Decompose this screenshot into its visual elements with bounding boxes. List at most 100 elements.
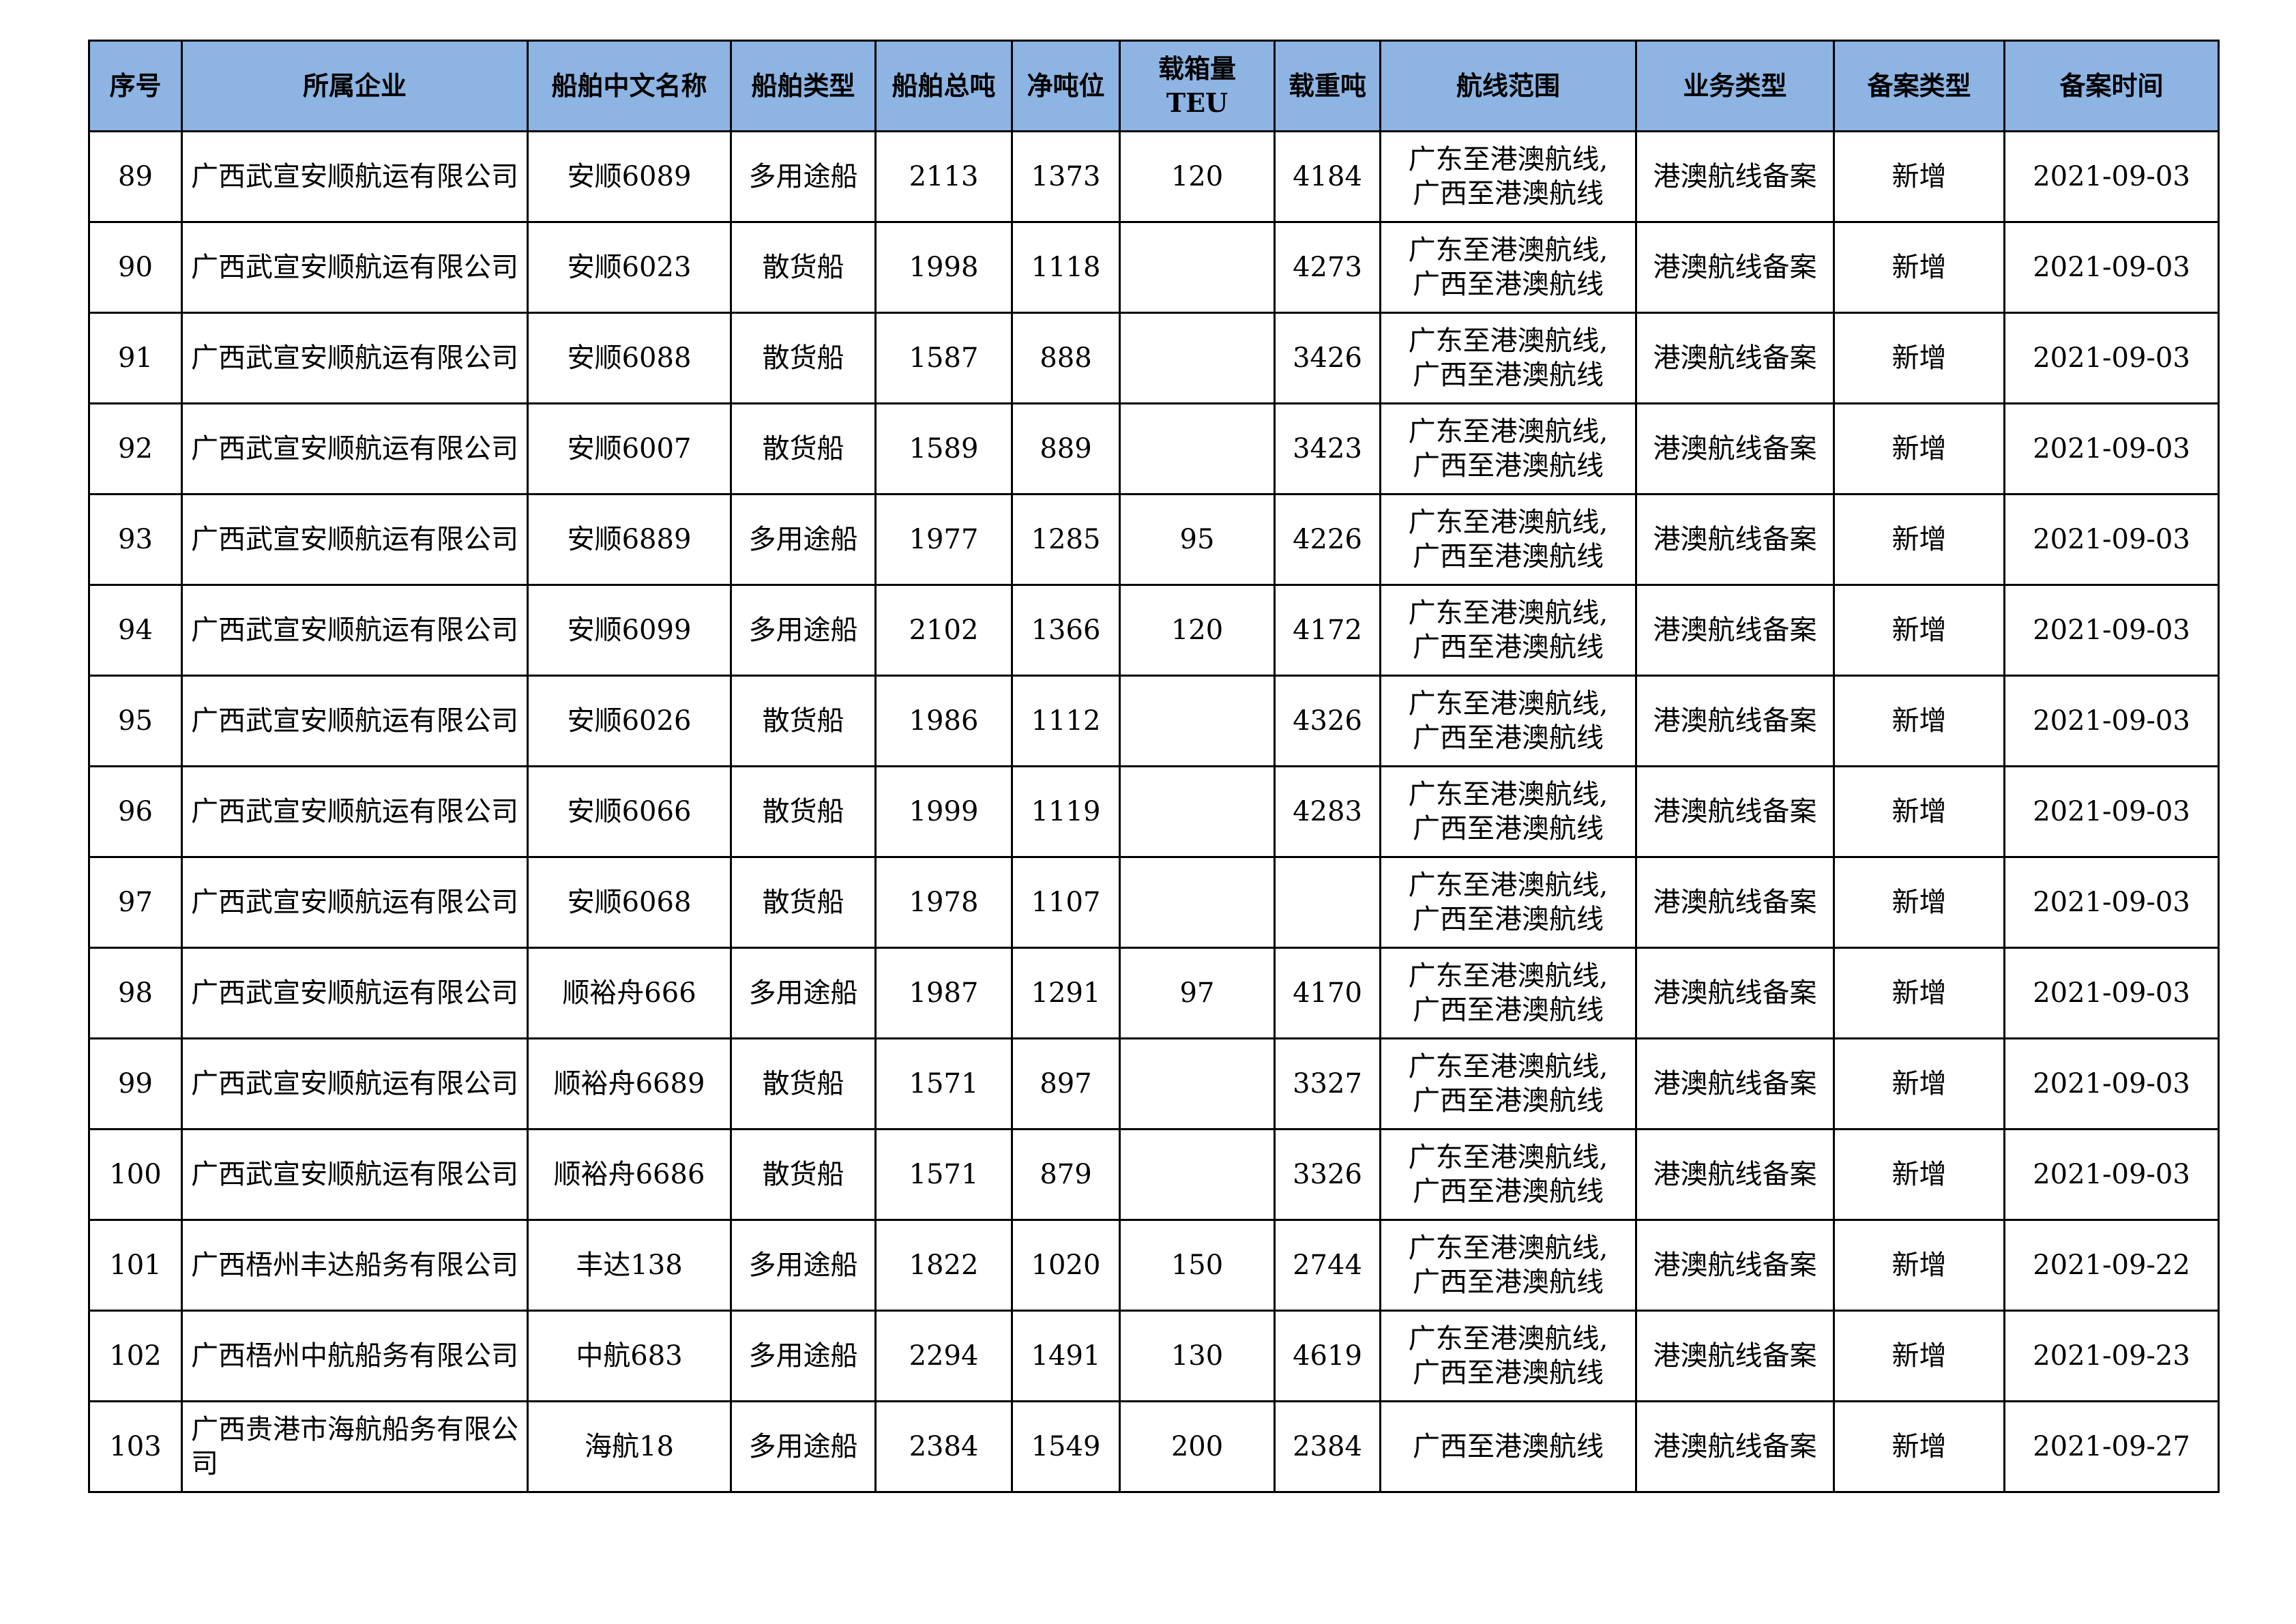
table-cell: 1987 — [874, 947, 1013, 1039]
table-cell: 3327 — [1274, 1037, 1381, 1130]
table-cell: 2021-09-03 — [2003, 493, 2220, 586]
header-cell: 序号 — [88, 40, 183, 132]
table-cell: 1020 — [1011, 1219, 1121, 1312]
table-cell: 中航683 — [527, 1310, 732, 1402]
table-cell: 889 — [1011, 402, 1121, 495]
table-row: 89 广西武宣安顺航运有限公司 安顺6089 多用途船 2113 1373 120 4184 广… — [88, 130, 2220, 223]
table-cell: 散货船 — [730, 402, 877, 495]
table-cell: 广西武宣安顺航运有限公司 — [181, 1037, 529, 1130]
header-cell: 备案时间 — [2003, 40, 2220, 132]
table-cell: 港澳航线备案 — [1635, 130, 1835, 223]
table-cell: 广西武宣安顺航运有限公司 — [181, 765, 529, 858]
table-cell: 3426 — [1274, 312, 1381, 404]
table-cell: 4170 — [1274, 947, 1381, 1039]
table-cell: 顺裕舟6686 — [527, 1128, 732, 1221]
table-cell: 散货船 — [730, 1128, 877, 1221]
table-cell: 95 — [88, 675, 183, 767]
table-row: 94 广西武宣安顺航运有限公司 安顺6099 多用途船 2102 1366 120 4172 广… — [88, 584, 2220, 677]
table-cell: 港澳航线备案 — [1635, 221, 1835, 314]
table-cell: 多用途船 — [730, 1310, 877, 1402]
table-row: 91 广西武宣安顺航运有限公司 安顺6088 散货船 1587 888 3426 广东至港澳航… — [88, 312, 2220, 404]
table-cell: 97 — [88, 856, 183, 949]
header-cell: 船舶总吨 — [874, 40, 1013, 132]
table-cell: 广西武宣安顺航运有限公司 — [181, 584, 529, 677]
table-cell: 港澳航线备案 — [1635, 1310, 1835, 1402]
header-cell: 载重吨 — [1274, 40, 1381, 132]
table-cell: 广西武宣安顺航运有限公司 — [181, 402, 529, 495]
header-row: 序号 所属企业 船舶中文名称 船舶类型 船舶总吨 净吨位 载箱量TEU 载重吨 航线范围 业务类型… — [88, 40, 2220, 132]
header-cell: 航线范围 — [1379, 40, 1637, 132]
table-cell: 2384 — [874, 1400, 1013, 1493]
table-cell: 1822 — [874, 1219, 1013, 1312]
table-cell: 安顺6066 — [527, 765, 732, 858]
table-cell: 1112 — [1011, 675, 1121, 767]
table-cell: 2021-09-03 — [2003, 947, 2220, 1039]
table-cell: 广西武宣安顺航运有限公司 — [181, 312, 529, 404]
table-cell: 1118 — [1011, 221, 1121, 314]
table-cell: 1373 — [1011, 130, 1121, 223]
table-cell: 新增 — [1833, 1400, 2005, 1493]
table-row: 96 广西武宣安顺航运有限公司 安顺6066 散货船 1999 1119 4283 广东至港澳… — [88, 765, 2220, 858]
table-cell: 1999 — [874, 765, 1013, 858]
table-cell: 1291 — [1011, 947, 1121, 1039]
table-cell: 1589 — [874, 402, 1013, 495]
table-row: 92 广西武宣安顺航运有限公司 安顺6007 散货船 1589 889 3423 广东至港澳航… — [88, 402, 2220, 495]
table-cell: 150 — [1119, 1219, 1276, 1312]
table-cell: 897 — [1011, 1037, 1121, 1130]
table-cell: 新增 — [1833, 947, 2005, 1039]
table-cell: 港澳航线备案 — [1635, 1128, 1835, 1221]
table-cell: 安顺6023 — [527, 221, 732, 314]
table-cell: 多用途船 — [730, 1219, 877, 1312]
table-cell: 安顺6088 — [527, 312, 732, 404]
table-cell: 1366 — [1011, 584, 1121, 677]
table-cell: 93 — [88, 493, 183, 586]
table-cell: 广西梧州中航船务有限公司 — [181, 1310, 529, 1402]
table-cell: 1107 — [1011, 856, 1121, 949]
table-cell: 港澳航线备案 — [1635, 402, 1835, 495]
table-cell: 91 — [88, 312, 183, 404]
table-cell: 港澳航线备案 — [1635, 947, 1835, 1039]
table-cell: 94 — [88, 584, 183, 677]
table-cell — [1119, 856, 1276, 949]
table-cell: 2021-09-03 — [2003, 675, 2220, 767]
header-cell: 净吨位 — [1011, 40, 1121, 132]
table-cell: 2021-09-27 — [2003, 1400, 2220, 1493]
table-cell: 120 — [1119, 584, 1276, 677]
table-cell: 2294 — [874, 1310, 1013, 1402]
table-cell: 2021-09-03 — [2003, 1128, 2220, 1221]
table-cell: 99 — [88, 1037, 183, 1130]
table-cell: 888 — [1011, 312, 1121, 404]
table-cell: 海航18 — [527, 1400, 732, 1493]
table-cell: 广西武宣安顺航运有限公司 — [181, 221, 529, 314]
table-cell: 96 — [88, 765, 183, 858]
table-cell: 港澳航线备案 — [1635, 493, 1835, 586]
table-row: 90 广西武宣安顺航运有限公司 安顺6023 散货船 1998 1118 4273 广东至港澳… — [88, 221, 2220, 314]
table-cell: 安顺6026 — [527, 675, 732, 767]
table-cell: 安顺6089 — [527, 130, 732, 223]
table-cell: 多用途船 — [730, 947, 877, 1039]
table-cell: 新增 — [1833, 584, 2005, 677]
table-cell — [1119, 765, 1276, 858]
header-cell: 业务类型 — [1635, 40, 1835, 132]
table-cell: 广东至港澳航线, 广西至港澳航线 — [1379, 584, 1637, 677]
table-cell: 2021-09-22 — [2003, 1219, 2220, 1312]
table-cell: 广东至港澳航线, 广西至港澳航线 — [1379, 1128, 1637, 1221]
table-cell: 879 — [1011, 1128, 1121, 1221]
table-cell: 1571 — [874, 1037, 1013, 1130]
table-cell: 90 — [88, 221, 183, 314]
table-row: 98 广西武宣安顺航运有限公司 顺裕舟666 多用途船 1987 1291 97 4170 广东… — [88, 947, 2220, 1039]
table-cell: 散货船 — [730, 856, 877, 949]
table-cell: 2021-09-03 — [2003, 312, 2220, 404]
table-cell: 新增 — [1833, 130, 2005, 223]
table-cell — [1119, 675, 1276, 767]
table-cell: 200 — [1119, 1400, 1276, 1493]
table-cell: 广西贵港市海航船务有限公司 — [181, 1400, 529, 1493]
header-cell: 船舶类型 — [730, 40, 877, 132]
table-cell: 广东至港澳航线, 广西至港澳航线 — [1379, 221, 1637, 314]
table-cell: 1491 — [1011, 1310, 1121, 1402]
table-cell: 2021-09-03 — [2003, 221, 2220, 314]
header-cell: 船舶中文名称 — [527, 40, 732, 132]
table-body: 89 广西武宣安顺航运有限公司 安顺6089 多用途船 2113 1373 120 4184 广… — [88, 130, 2220, 1493]
table-cell: 安顺6068 — [527, 856, 732, 949]
